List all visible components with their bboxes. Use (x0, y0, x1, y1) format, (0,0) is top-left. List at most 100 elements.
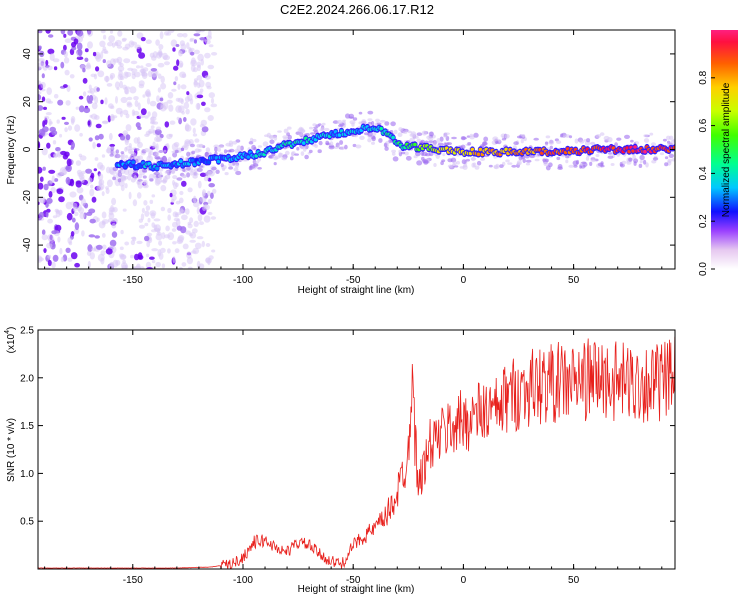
spectrogram-noise-blob (179, 197, 184, 204)
spectrogram-halo-point (294, 153, 299, 156)
spectrogram-noise-blob (64, 121, 69, 125)
spectrogram-noise-blob (88, 137, 93, 142)
spectrogram-halo-point (522, 158, 526, 164)
spectrogram-noise-blob (159, 97, 164, 102)
spectrogram-halo-point (226, 149, 232, 153)
spectrogram-noise-blob (115, 96, 118, 104)
spectrogram-halo-point (651, 159, 657, 164)
spectrogram-noise-blob (196, 236, 204, 240)
spectrogram-noise-blob (62, 154, 69, 160)
spectrogram-noise-blob (128, 191, 132, 200)
spectrogram-halo-point (336, 119, 343, 125)
spectrogram-halo-point (639, 160, 643, 164)
spectrogram-halo-point (667, 140, 671, 144)
spectrogram-noise-blob (52, 254, 59, 262)
spectrogram-noise-blob (53, 154, 59, 158)
spectrogram-halo-point (505, 159, 510, 163)
colorbar: 0.0 0.2 0.4 0.6 0.8 Normalized spectral ampl… (698, 30, 738, 276)
spectrogram-noise-blob (77, 49, 83, 57)
spectrogram-noise-blob (45, 112, 52, 116)
spectrogram-halo-point (643, 134, 648, 138)
spectrogram-noise-blob (124, 241, 130, 246)
spectrogram-noise-blob (178, 105, 185, 113)
spectrogram-noise-blob (199, 88, 204, 93)
spectrogram-halo-point (191, 150, 196, 155)
spectrogram-halo-point (328, 145, 335, 150)
spectrogram-ridge-point (627, 149, 632, 154)
spectrogram-noise-blob (178, 50, 183, 54)
spectrogram-noise-blob (137, 102, 141, 111)
spectrogram-noise-blob (183, 101, 190, 110)
spectrogram-noise-blob (207, 211, 213, 216)
spectrogram-noise-blob (204, 75, 211, 80)
spectrogram-noise-blob (64, 38, 72, 43)
spectrogram-halo-point (372, 131, 377, 136)
spectrogram-noise-blob (157, 249, 162, 257)
spectrogram-halo-point (262, 141, 269, 147)
spectrogram-noise-blob (38, 211, 45, 219)
spectrogram-halo-point (358, 111, 363, 115)
spectrogram-halo-point (371, 136, 376, 142)
spectrogram-halo-point (572, 160, 579, 166)
spectrogram-halo-point (251, 144, 256, 151)
spectrogram-halo-point (256, 157, 262, 162)
spectrogram-ridge-point (391, 135, 395, 140)
spectrogram-halo-point (160, 180, 167, 183)
spectrogram-noise-blob (119, 254, 127, 260)
spectrogram-halo-point (236, 145, 242, 151)
spectrogram-noise-blob (178, 208, 184, 214)
spectrogram-noise-blob (199, 196, 207, 203)
spectrogram-noise-blob (56, 119, 60, 124)
spectrogram-noise-blob (136, 192, 142, 199)
spectrogram-noise-blob (70, 116, 76, 123)
spectrogram-noise-blob (99, 40, 106, 47)
spectrogram-noise-blob (48, 169, 56, 174)
spectrogram-noise-blob (108, 132, 113, 141)
spectrogram-noise-blob (43, 248, 47, 254)
spectrogram-noise-blob (46, 242, 53, 249)
spectrogram-halo-point (467, 142, 472, 146)
spectrogram-noise-blob (69, 178, 75, 187)
spectrogram-noise-blob (149, 210, 157, 217)
spectrogram-noise-blob (108, 212, 115, 220)
spectrogram-halo-point (312, 123, 317, 127)
colorbar-ticks: 0.0 0.2 0.4 0.6 0.8 (698, 70, 715, 276)
spectrogram-noise-blob (127, 168, 134, 176)
spectrogram-noise-blob (96, 87, 100, 92)
spectrogram-noise-blob (59, 247, 63, 255)
spectrogram-noise-blob (208, 92, 215, 99)
spectrogram-noise-blob (203, 215, 211, 223)
bottom-y-ticks: 0.5 1.0 1.5 2.0 2.5 (20, 326, 675, 528)
spectrogram-halo-point (367, 138, 372, 143)
spectrogram-noise-blob (102, 120, 109, 125)
spectrogram-halo-point (439, 136, 444, 142)
spectrogram-halo-point (416, 132, 423, 136)
spectrogram-noise-blob (38, 141, 41, 148)
spectrogram-halo-point (282, 135, 289, 139)
spectrogram-noise-blob (158, 50, 163, 58)
spectrogram-noise-blob (184, 124, 192, 132)
spectrogram-noise-blob (118, 69, 123, 78)
spectrogram-noise-blob (47, 48, 55, 55)
spectrogram-noise-blob (205, 39, 211, 45)
spectrogram-noise-blob (145, 92, 152, 98)
spectrogram-noise-blob (54, 178, 59, 182)
spectrogram-noise-blob (124, 138, 129, 146)
spectrogram-noise-blob (138, 83, 145, 89)
spectrogram-noise-blob (167, 214, 171, 221)
spectrogram-halo-point (257, 167, 262, 170)
spectrogram-halo-point (630, 139, 634, 143)
spectrogram-halo-point (409, 133, 416, 138)
spectrogram-halo-point (645, 162, 649, 168)
spectrogram-halo-point (568, 164, 574, 168)
spectrogram-noise-blob (182, 243, 189, 250)
spectrogram-noise-blob (126, 102, 133, 108)
spectrogram-noise-blob (162, 52, 168, 60)
spectrogram-halo-point (181, 174, 187, 179)
spectrogram-halo-point (391, 149, 396, 153)
spectrogram-noise-blob (165, 225, 170, 232)
spectrogram-noise-blob (48, 34, 54, 38)
spectrogram-halo-point (664, 162, 669, 167)
top-x-ticks: -150 -100 -50 0 50 (44, 30, 663, 286)
spectrogram-noise-blob (45, 64, 50, 68)
